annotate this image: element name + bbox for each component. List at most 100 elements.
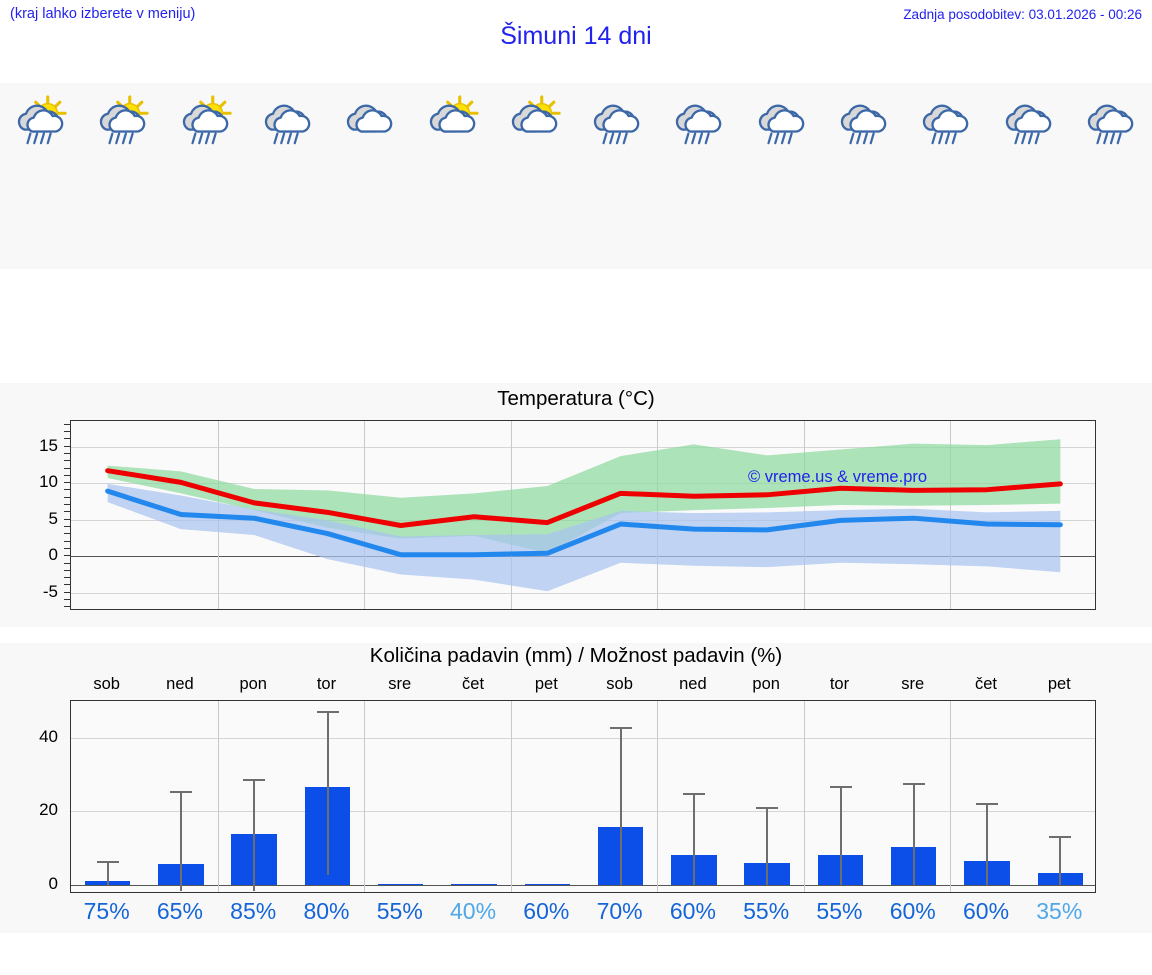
precipitation-gridline-vertical [217, 701, 219, 892]
forecast-day-cell[interactable] [905, 83, 987, 269]
forecast-day-cell[interactable] [987, 83, 1069, 269]
forecast-day-cell[interactable] [658, 83, 740, 269]
menu-hint-label: (kraj lahko izberete v meniju) [10, 6, 196, 22]
temperature-y-tick-mark [64, 423, 70, 425]
temperature-gridline [71, 446, 1095, 448]
temperature-y-tick-mark [64, 489, 70, 491]
page-title: Šimuni 14 dni [500, 22, 652, 50]
precipitation-day-label: ned [166, 675, 194, 693]
cloud-rain-icon [576, 92, 658, 148]
precipitation-error-cap [829, 785, 852, 788]
precipitation-day-label: tor [316, 675, 337, 693]
forecast-day-cell[interactable] [247, 83, 329, 269]
precipitation-day-labels: sob ned pon tor sre čet pet sob ned pon tor sre čet p… [70, 675, 1096, 697]
temperature-y-tick-mark [64, 584, 70, 586]
forecast-day-cell[interactable] [165, 83, 247, 269]
temperature-y-tick-mark [64, 577, 70, 579]
temperature-y-tick-mark [64, 504, 70, 506]
sun-cloud-icon [494, 92, 576, 148]
precipitation-error-cap [1049, 836, 1072, 839]
temperature-line [105, 468, 1063, 528]
precipitation-day-label: ned [679, 675, 707, 693]
precipitation-error-bar [912, 783, 915, 885]
precipitation-bar[interactable] [524, 884, 571, 886]
precipitation-day-label: čet [462, 675, 485, 693]
copyright-label: © vreme.us & vreme.pro [748, 468, 928, 486]
temperature-series-svg [105, 439, 1063, 592]
precipitation-y-tick-label: 20 [39, 800, 58, 820]
temperature-y-tick-mark [64, 606, 70, 608]
forecast-day-cell[interactable] [0, 83, 82, 269]
precipitation-error-cap [96, 860, 119, 863]
precipitation-probability-label: 55% [816, 898, 863, 924]
precipitation-error-cap [243, 779, 266, 782]
precipitation-y-tick-label: 40 [39, 726, 58, 746]
temperature-gridline [71, 592, 1095, 594]
precipitation-gridline-vertical [657, 701, 659, 892]
cloud-rain-icon [905, 92, 987, 148]
precipitation-error-cap [756, 806, 779, 809]
precipitation-day-label: pet [534, 675, 558, 693]
forecast-day-cell[interactable] [823, 83, 905, 269]
forecast-day-cell[interactable] [494, 83, 576, 269]
forecast-day-cell[interactable] [1070, 83, 1152, 269]
temperature-chart-title: Temperatura (°C) [497, 387, 655, 410]
forecast-day-cell[interactable] [329, 83, 411, 269]
precipitation-probability-label: 75% [83, 898, 130, 924]
temperature-y-tick-mark [64, 518, 70, 520]
precipitation-plot-area [70, 700, 1096, 893]
precipitation-probability-labels: 75% 65% 85% 80% 55% 40% 60% 70% 60% 55% 55% 60% 60% 3… [70, 898, 1096, 932]
page-header: (kraj lahko izberete v meniju) Šimuni 14… [0, 0, 1152, 62]
precipitation-error-cap [316, 710, 339, 713]
cloud-rain-icon [658, 92, 740, 148]
precipitation-probability-label: 65% [156, 898, 203, 924]
precipitation-day-label: pon [239, 675, 267, 693]
precipitation-probability-label: 55% [376, 898, 423, 924]
temperature-y-tick-mark [64, 496, 70, 498]
forecast-day-cell[interactable] [741, 83, 823, 269]
forecast-day-cell[interactable] [576, 83, 658, 269]
precipitation-gridline [71, 737, 1095, 739]
precipitation-probability-label: 60% [962, 898, 1010, 924]
precipitation-gridline-vertical [510, 701, 512, 892]
temperature-y-tick-mark [64, 591, 70, 593]
precipitation-error-cap [902, 783, 925, 786]
temperature-y-tick-mark [64, 482, 70, 484]
last-updated-label: Zadnja posodobitev: 03.01.2026 - 00:26 [903, 7, 1142, 22]
precipitation-day-label: pet [1047, 675, 1071, 693]
temperature-y-tick-mark [64, 525, 70, 527]
precipitation-gridline-vertical [950, 701, 952, 892]
precipitation-day-label: pon [752, 675, 780, 693]
precipitation-error-bar [692, 792, 695, 885]
precipitation-bar[interactable] [451, 884, 497, 886]
cloud-rain-icon [741, 92, 823, 148]
temperature-y-tick-mark [64, 511, 70, 513]
precipitation-bar[interactable] [378, 884, 424, 886]
temperature-y-tick-mark [64, 555, 70, 557]
temperature-y-tick-label: 15 [39, 435, 58, 455]
temperature-y-tick-mark [64, 540, 70, 542]
temperature-y-tick-mark [64, 562, 70, 564]
precipitation-error-cap [682, 792, 705, 795]
precipitation-gridline [71, 884, 1095, 886]
cloud-rain-icon [247, 92, 329, 148]
temperature-y-tick-mark [64, 430, 70, 432]
precipitation-day-label: tor [829, 675, 850, 693]
precipitation-day-label: sob [606, 675, 633, 693]
precipitation-error-bar [619, 727, 622, 885]
precipitation-probability-label: 60% [523, 898, 570, 924]
precipitation-error-cap [609, 727, 632, 730]
forecast-day-cell[interactable] [411, 83, 493, 269]
precipitation-probability-label: 55% [743, 898, 790, 924]
temperature-y-tick-mark [64, 533, 70, 535]
precipitation-error-bar [179, 790, 182, 892]
precipitation-error-bar [106, 860, 109, 885]
precipitation-error-bar [1059, 836, 1062, 885]
precipitation-error-bar [839, 785, 842, 885]
precipitation-error-bar [766, 806, 769, 885]
precipitation-probability-label: 60% [669, 898, 716, 924]
temperature-y-tick-mark [64, 599, 70, 601]
precipitation-day-label: sob [93, 675, 120, 693]
forecast-day-cell[interactable] [82, 83, 164, 269]
temperature-y-tick-mark [64, 452, 70, 454]
